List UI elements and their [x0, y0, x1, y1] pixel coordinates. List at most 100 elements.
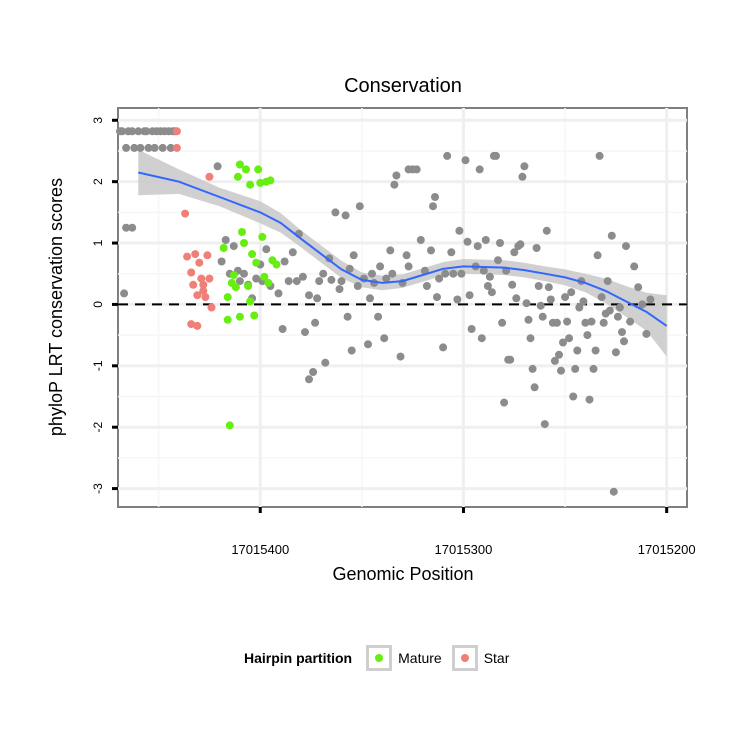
point-other	[412, 165, 421, 174]
point-other	[620, 337, 628, 346]
point-other	[485, 272, 494, 281]
point-other	[526, 334, 535, 343]
legend: Hairpin partition Mature Star	[244, 644, 519, 672]
point-other	[475, 165, 484, 174]
point-other	[477, 334, 486, 343]
point-other	[288, 248, 297, 257]
point-other	[512, 294, 521, 303]
point-other	[583, 331, 592, 340]
point-other	[416, 236, 425, 244]
legend-dot-mature	[375, 654, 384, 662]
point-other	[347, 346, 356, 355]
y-tick-label: -3	[91, 483, 105, 494]
point-mature	[266, 176, 275, 185]
point-other	[435, 274, 444, 283]
point-other	[528, 364, 537, 373]
legend-title: Hairpin partition	[244, 650, 353, 666]
point-other	[559, 338, 567, 347]
point-other	[392, 171, 401, 180]
point-other	[500, 398, 509, 407]
point-other	[506, 355, 515, 364]
point-other	[496, 239, 504, 247]
point-other	[508, 280, 517, 289]
point-other	[337, 277, 346, 286]
point-mature	[235, 312, 244, 321]
plot-panel	[117, 107, 688, 508]
point-other	[128, 223, 137, 232]
point-other	[615, 303, 624, 312]
point-other	[550, 356, 559, 365]
point-other	[429, 202, 437, 211]
point-other	[345, 264, 354, 273]
point-other	[544, 283, 553, 292]
point-other	[520, 162, 529, 171]
point-other	[487, 288, 496, 297]
point-other	[461, 156, 470, 165]
point-other	[618, 328, 626, 337]
point-other	[388, 269, 397, 278]
point-star	[172, 127, 181, 136]
point-other	[217, 257, 226, 266]
point-mature	[238, 228, 246, 236]
point-other	[311, 318, 320, 327]
point-mature	[225, 421, 234, 430]
point-other	[626, 317, 635, 326]
point-other	[280, 257, 289, 266]
point-other	[494, 256, 502, 265]
point-other	[120, 289, 129, 298]
point-mature	[250, 311, 259, 320]
point-star	[207, 303, 216, 312]
point-other	[587, 317, 596, 326]
point-mature	[258, 232, 267, 241]
legend-key-star	[451, 645, 478, 671]
point-other	[563, 317, 572, 326]
point-mature	[242, 165, 250, 174]
point-other	[481, 236, 490, 244]
point-other	[420, 266, 429, 275]
point-other	[538, 312, 547, 321]
point-mature	[246, 180, 255, 189]
point-other	[433, 293, 441, 302]
point-other	[463, 237, 472, 246]
point-mature	[240, 239, 248, 247]
point-other	[447, 248, 456, 257]
point-other	[355, 202, 364, 211]
point-other	[575, 303, 584, 312]
point-other	[441, 269, 450, 278]
point-other	[319, 269, 328, 278]
point-other	[473, 242, 482, 251]
point-star	[195, 258, 204, 267]
point-other	[552, 318, 561, 327]
point-other	[380, 334, 389, 343]
point-other	[498, 318, 507, 327]
x-tick-label: 17015400	[231, 542, 289, 557]
point-other	[313, 294, 322, 303]
y-tick-label: 1	[91, 239, 105, 246]
point-other	[349, 251, 358, 260]
point-other	[343, 312, 352, 321]
point-other	[252, 274, 261, 283]
point-other	[128, 127, 137, 136]
point-other	[325, 254, 334, 263]
x-tick-label: 17015300	[435, 542, 493, 557]
point-other	[144, 143, 153, 152]
point-other	[335, 285, 344, 294]
point-other	[609, 487, 618, 496]
point-other	[374, 312, 383, 321]
legend-dot-star	[460, 654, 469, 662]
point-other	[284, 277, 293, 286]
legend-label-star: Star	[483, 650, 510, 666]
point-other	[443, 151, 452, 160]
point-other	[622, 242, 630, 251]
point-other	[524, 315, 533, 324]
point-other	[534, 282, 543, 290]
y-tick-label: 0	[91, 301, 105, 308]
point-mature	[231, 283, 240, 292]
chart-title: Conservation	[344, 75, 462, 97]
point-mature	[272, 260, 281, 269]
point-other	[630, 262, 639, 271]
point-other	[229, 242, 238, 251]
point-star	[203, 251, 212, 260]
point-star	[201, 293, 210, 302]
point-other	[390, 180, 399, 189]
